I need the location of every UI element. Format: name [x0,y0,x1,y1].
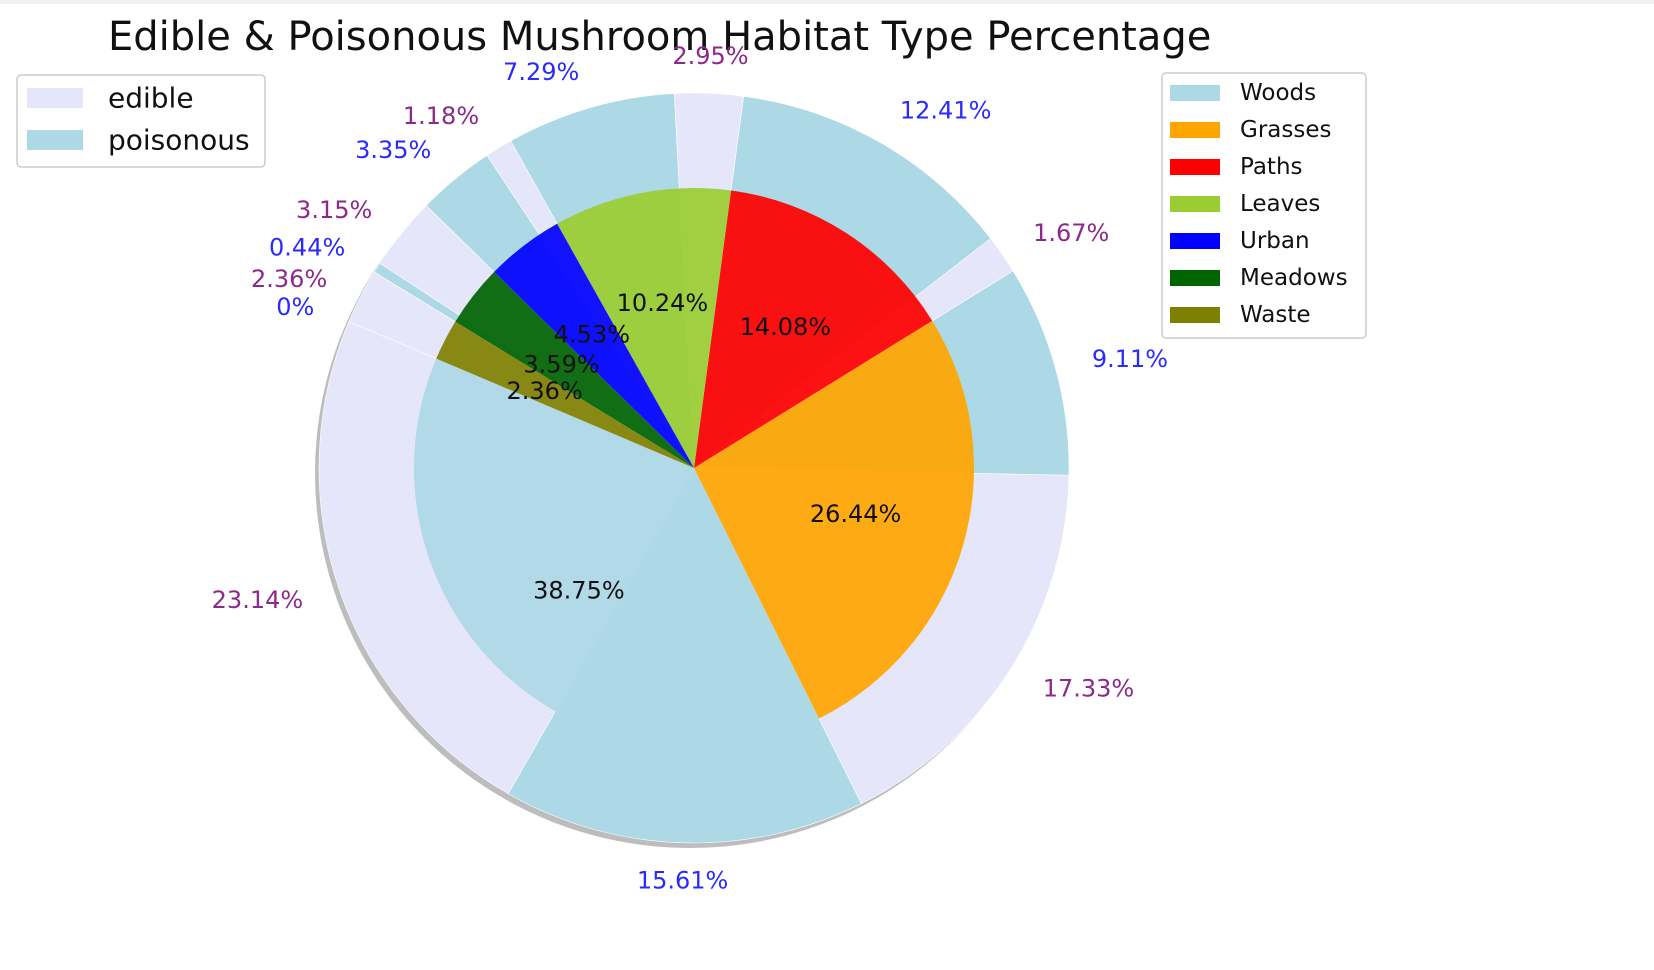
outer-label-woods-edible: 23.14% [212,586,304,614]
inner-slice-meadows [455,272,694,468]
legend-swatch-woods [1170,85,1220,101]
outer-label-woods-poisonous: 15.61% [637,866,729,894]
outer-label-leaves-edible: 2.95% [672,42,748,70]
legend-label-edible: edible [108,82,194,115]
legend-swatch-waste [1170,307,1220,323]
inner-slice-urban [494,223,694,468]
legend-label-waste: Waste [1240,302,1311,328]
legend-label-leaves: Leaves [1240,191,1320,217]
inner-label-waste: 2.36% [507,377,583,405]
inner-slice-woods [414,358,819,748]
outer-label-urban-edible: 1.18% [403,102,479,130]
outer-label-grasses-edible: 17.33% [1043,674,1135,702]
outer-label-paths-edible: 1.67% [1033,219,1109,247]
outer-labels: 23.14% 15.61% 17.33% 9.11% 1.67% 12.41% 2.95% 7… [212,42,1168,895]
legend-label-poisonous: poisonous [108,124,250,157]
legend-label-urban: Urban [1240,228,1310,254]
legend-swatch-leaves [1170,196,1220,212]
legend-swatch-edible [27,88,83,108]
legend-swatch-poisonous [27,130,83,150]
outer-label-waste-poisonous: 0% [276,293,314,321]
legend-swatch-paths [1170,159,1220,175]
outer-label-urban-poisonous: 3.35% [355,136,431,164]
chart-title: Edible & Poisonous Mushroom Habitat Type… [108,14,1211,60]
outer-label-waste-edible: 2.36% [251,265,327,293]
inner-label-grasses: 26.44% [810,500,902,528]
legend-habitat: Woods Grasses Paths Leaves Urban Meadows Waste [1161,72,1367,339]
legend-label-paths: Paths [1240,154,1303,180]
legend-label-meadows: Meadows [1240,265,1348,291]
legend-label-grasses: Grasses [1240,117,1331,143]
legend-class: edible poisonous [16,74,266,168]
outer-label-meadows-poisonous: 0.44% [269,234,345,262]
outer-label-meadows-edible: 3.15% [296,196,372,224]
outer-label-leaves-poisonous: 7.29% [503,58,579,86]
inner-label-leaves: 10.24% [617,289,709,317]
legend-swatch-meadows [1170,270,1220,286]
legend-label-woods: Woods [1240,80,1316,106]
inner-label-paths: 14.08% [740,313,832,341]
inner-slice-leaves [557,187,732,468]
inner-slice-grasses [694,320,974,719]
inner-label-meadows: 3.59% [523,351,599,379]
outer-label-grasses-poisonous: 9.11% [1092,345,1168,373]
legend-swatch-grasses [1170,122,1220,138]
inner-pie [414,187,974,748]
inner-slice-waste [436,321,694,468]
inner-labels: 38.75% 26.44% 14.08% 10.24% 4.53%3.59%2.36% [507,289,902,604]
top-border [0,0,1654,4]
legend-swatch-urban [1170,233,1220,249]
inner-slice-paths [694,190,933,469]
outer-label-paths-poisonous: 12.41% [900,97,992,125]
inner-label-urban: 4.53% [554,321,630,349]
inner-label-woods: 38.75% [533,576,625,604]
